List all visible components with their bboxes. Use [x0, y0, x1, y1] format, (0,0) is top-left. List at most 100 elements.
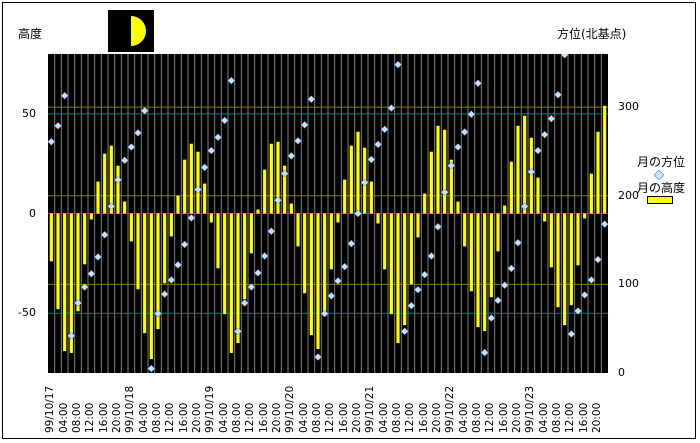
- altitude-bar: [163, 213, 167, 284]
- azimuth-point: [134, 129, 142, 137]
- azimuth-point: [267, 227, 276, 236]
- x-tick-label: 04:00: [377, 402, 390, 433]
- azimuth-point: [174, 261, 182, 269]
- altitude-bar: [483, 213, 487, 332]
- azimuth-point: [287, 152, 296, 160]
- x-tick-label: 99/10/23: [524, 385, 537, 433]
- x-tick-label: 08:00: [311, 402, 323, 433]
- x-tick-label: 08:00: [71, 402, 83, 433]
- altitude-bar: [129, 213, 133, 242]
- azimuth-point: [434, 222, 442, 231]
- altitude-bar: [83, 213, 87, 265]
- azimuth-point: [260, 252, 269, 260]
- x-tick-label: 20:00: [351, 402, 363, 433]
- right-tick-label: 0: [618, 366, 625, 379]
- azimuth-point: [420, 270, 429, 279]
- altitude-bar: [136, 213, 140, 290]
- azimuth-point: [494, 296, 502, 305]
- x-tick-label: 99/10/19: [204, 385, 217, 433]
- altitude-bar: [509, 161, 513, 214]
- x-tick-label: 04:00: [217, 402, 230, 433]
- azimuth-point: [340, 262, 349, 271]
- altitude-bar: [403, 213, 407, 326]
- azimuth-point: [594, 255, 602, 264]
- altitude-bar: [289, 203, 293, 214]
- x-tick-label: 16:00: [417, 402, 430, 433]
- legend-diamond-icon: [654, 170, 664, 180]
- azimuth-point: [54, 121, 62, 130]
- altitude-bar: [249, 213, 253, 254]
- altitude-bar: [456, 201, 460, 214]
- altitude-bar: [63, 213, 67, 352]
- azimuth-point: [600, 220, 608, 228]
- x-tick-label: 16:00: [337, 402, 350, 433]
- altitude-bar: [369, 181, 373, 214]
- plot-area: [48, 54, 608, 373]
- azimuth-point: [120, 156, 129, 165]
- azimuth-point: [194, 185, 202, 194]
- altitude-bar: [269, 143, 273, 214]
- azimuth-point: [374, 140, 382, 149]
- altitude-bar: [209, 213, 213, 223]
- right-tick-label: 300: [618, 100, 639, 114]
- x-tick-label: 20:00: [111, 402, 123, 433]
- x-tick-label: 08:00: [151, 402, 163, 433]
- azimuth-point: [360, 178, 369, 187]
- azimuth-point: [560, 54, 569, 59]
- altitude-bar: [469, 213, 473, 292]
- azimuth-point: [380, 125, 389, 134]
- altitude-bar: [89, 213, 93, 220]
- azimuth-point: [540, 130, 549, 139]
- x-tick-label: 16:00: [577, 402, 590, 433]
- half-moon-icon: [108, 10, 154, 52]
- altitude-bar: [183, 159, 187, 214]
- azimuth-point: [180, 240, 189, 249]
- legend-label-azimuth: 月の方位: [637, 155, 686, 169]
- azimuth-point: [587, 276, 596, 284]
- altitude-bar: [383, 213, 387, 270]
- azimuth-point: [367, 155, 376, 164]
- altitude-bar: [196, 151, 200, 214]
- altitude-bar: [389, 213, 393, 315]
- azimuth-point: [460, 128, 469, 136]
- azimuth-point: [394, 60, 402, 69]
- altitude-bar: [76, 213, 80, 312]
- azimuth-point: [520, 202, 529, 211]
- azimuth-point: [314, 353, 322, 361]
- azimuth-point: [200, 163, 209, 172]
- altitude-bar: [536, 177, 540, 214]
- altitude-bar: [236, 213, 240, 344]
- azimuth-point: [500, 281, 509, 290]
- azimuth-point: [114, 175, 122, 184]
- left-tick-label: 0: [29, 206, 36, 220]
- right-tick-label: 100: [618, 277, 639, 291]
- altitude-bar: [149, 213, 153, 360]
- azimuth-point: [220, 116, 229, 125]
- altitude-bar: [423, 193, 427, 214]
- x-tick-label: 08:00: [551, 402, 563, 433]
- left-tick-label: -50: [18, 306, 36, 320]
- azimuth-point: [160, 290, 169, 298]
- altitude-bar: [449, 159, 453, 214]
- azimuth-point: [567, 330, 576, 338]
- azimuth-point: [534, 146, 542, 155]
- altitude-bar: [516, 125, 520, 214]
- azimuth-point: [100, 230, 109, 239]
- legend-bar-swatch: [647, 196, 673, 204]
- azimuth-point: [474, 79, 482, 88]
- azimuth-point: [74, 299, 82, 307]
- legend-label-altitude: 月の高度: [637, 181, 686, 195]
- x-tick-label: 12:00: [244, 402, 257, 433]
- altitude-bar: [396, 213, 400, 344]
- x-tick-label: 99/10/17: [44, 385, 57, 433]
- altitude-bar: [216, 213, 220, 269]
- azimuth-point: [387, 104, 396, 112]
- altitude-bar: [189, 143, 193, 214]
- altitude-bar: [429, 151, 433, 214]
- azimuth-point: [580, 291, 589, 299]
- altitude-bar: [103, 153, 107, 214]
- azimuth-point: [414, 285, 422, 294]
- azimuth-point: [454, 143, 462, 151]
- azimuth-point: [274, 196, 282, 205]
- altitude-bar: [96, 181, 100, 214]
